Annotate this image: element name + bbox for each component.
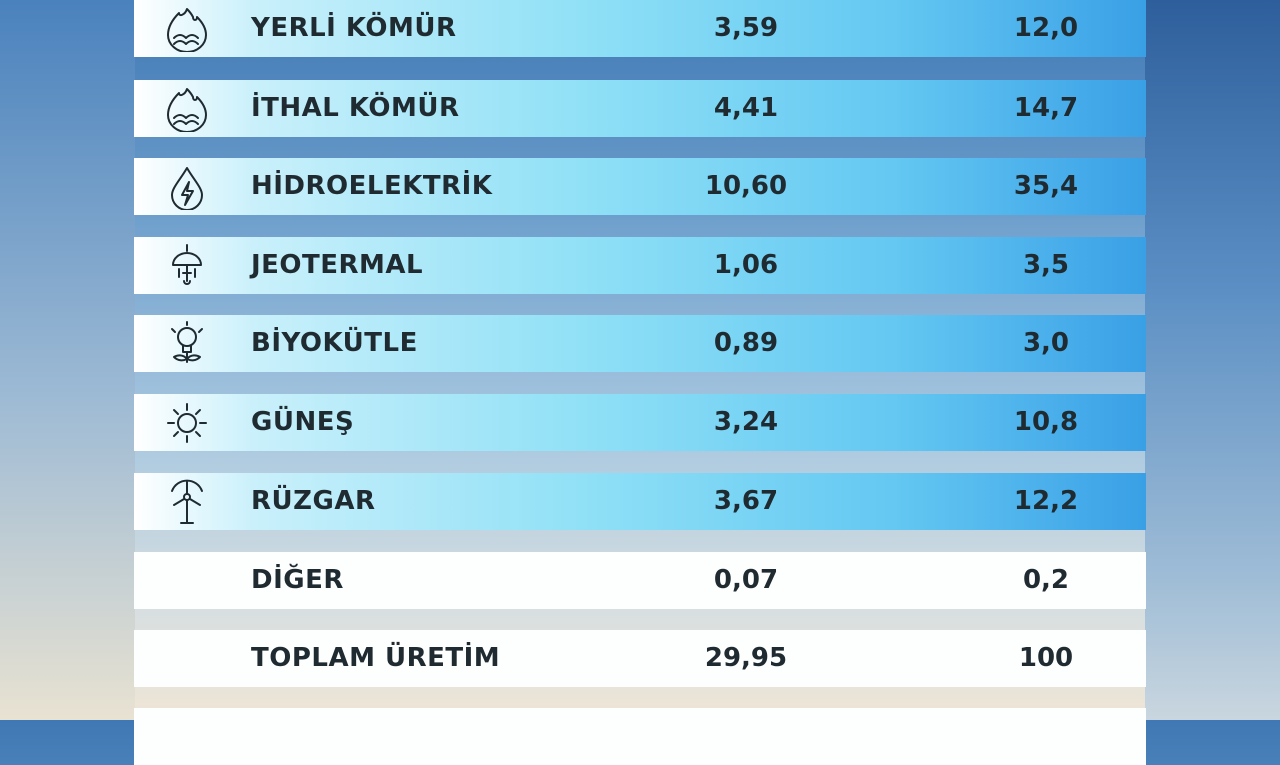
sun-icon [167,403,207,443]
table-row: HİDROELEKTRİK 10,60 35,4 [134,158,1146,215]
table-row: TOPLAM ÜRETİM 29,95 100 [134,630,1146,687]
row-value: 1,06 [713,250,779,280]
row-value: 29,95 [704,643,788,673]
water-drop-lightning-icon [171,167,203,210]
row-share: 3,5 [1022,250,1070,280]
row-label: HİDROELEKTRİK [251,171,493,201]
row-label: YERLİ KÖMÜR [251,13,457,43]
coal-flame-icon [167,88,207,132]
background-left [0,0,135,720]
row-value: 3,59 [713,13,779,43]
row-label: GÜNEŞ [251,407,355,437]
row-value: 3,24 [713,407,779,437]
biomass-bulb-icon [171,321,203,363]
coal-flame-icon [167,8,207,52]
table-row: BİYOKÜTLE 0,89 3,0 [134,315,1146,372]
table-row: GÜNEŞ 3,24 10,8 [134,394,1146,451]
table-row: İTHAL KÖMÜR 4,41 14,7 [134,80,1146,137]
wind-turbine-icon [171,479,203,524]
row-value: 0,07 [713,565,779,595]
row-label: RÜZGAR [251,486,376,516]
row-label: TOPLAM ÜRETİM [251,643,501,673]
table-row: DİĞER 0,07 0,2 [134,552,1146,609]
geothermal-icon [172,244,202,285]
row-value: 10,60 [704,171,788,201]
row-label: DİĞER [251,565,344,595]
row-label: BİYOKÜTLE [251,328,418,358]
row-share: 14,7 [1013,93,1079,123]
row-share: 35,4 [1013,171,1079,201]
table-row: RÜZGAR 3,67 12,2 [134,473,1146,530]
row-value: 4,41 [713,93,779,123]
row-value: 0,89 [713,328,779,358]
row-value: 3,67 [713,486,779,516]
background-right [1145,0,1280,720]
row-share: 12,2 [1013,486,1079,516]
row-share: 0,2 [1022,565,1070,595]
row-share: 12,0 [1013,13,1079,43]
row-share: 10,8 [1013,407,1079,437]
row-share: 100 [1018,643,1074,673]
row-label: İTHAL KÖMÜR [251,93,460,123]
table-row: YERLİ KÖMÜR 3,59 12,0 [134,0,1146,57]
table-row-partial [134,708,1146,765]
row-label: JEOTERMAL [251,250,424,280]
row-share: 3,0 [1022,328,1070,358]
table-row: JEOTERMAL 1,06 3,5 [134,237,1146,294]
